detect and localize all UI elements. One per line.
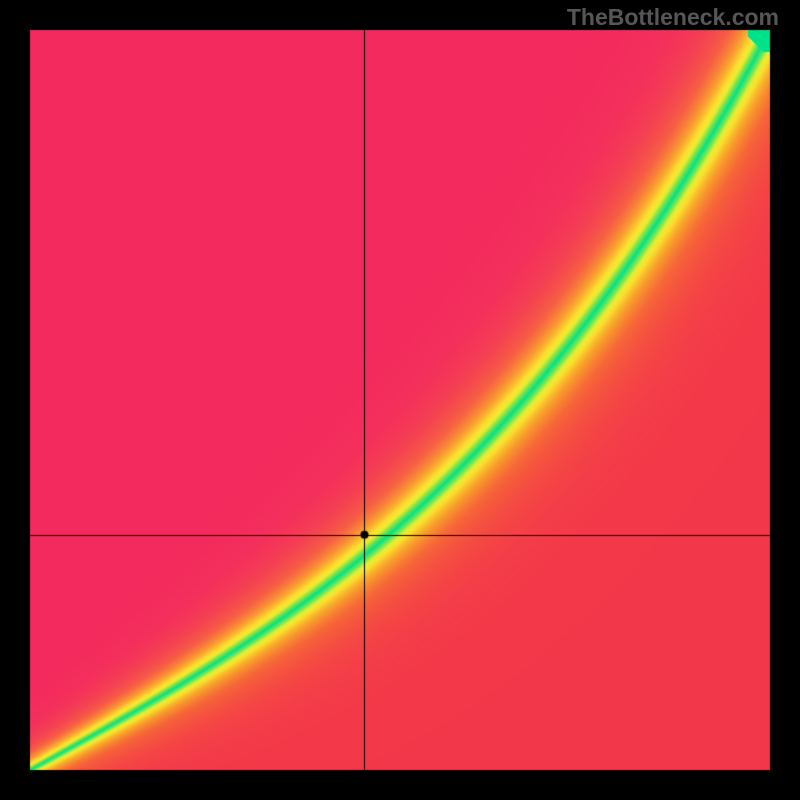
watermark-text: TheBottleneck.com bbox=[567, 4, 779, 31]
outer-frame: TheBottleneck.com bbox=[0, 0, 800, 800]
bottleneck-heatmap bbox=[0, 0, 800, 800]
